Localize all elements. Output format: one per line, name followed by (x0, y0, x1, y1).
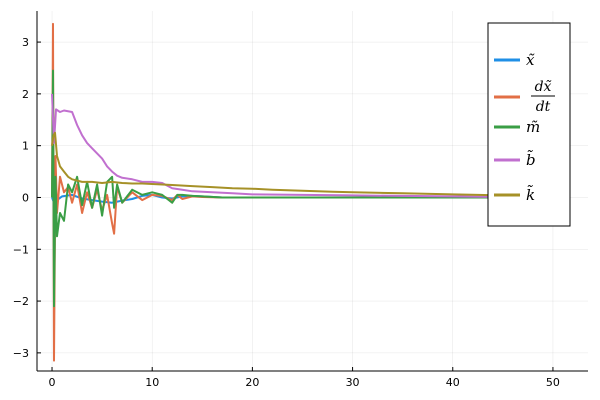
legend-label-1: dx̃ dt (531, 79, 555, 115)
tick-labels: 0 10 20 30 40 50 −3 −2 −1 0 1 2 3 (13, 36, 560, 389)
y-tick-label-2: −1 (13, 243, 29, 256)
legend: x̃dx̃ dt m̃ b̃ k̃ (487, 22, 571, 227)
y-tick-label-5: 2 (22, 88, 29, 101)
series-line-4 (51, 131, 569, 198)
legend-label-4: k̃ (526, 185, 535, 204)
y-tick-label-4: 1 (22, 140, 29, 153)
legend-label-3: b̃ (526, 150, 536, 169)
legend-box (487, 22, 571, 227)
x-tick-label-3: 30 (346, 376, 360, 389)
legend-label-numerator: dx̃ (535, 79, 552, 95)
legend-label-denominator: dt (536, 99, 551, 115)
y-tick-label-1: −2 (13, 295, 29, 308)
y-tick-label-6: 3 (22, 36, 29, 49)
legend-label-2: m̃ (526, 118, 540, 136)
x-tick-label-1: 10 (145, 376, 159, 389)
series-line-3 (51, 93, 569, 199)
x-tick-label-5: 50 (546, 376, 560, 389)
y-tick-label-3: 0 (22, 191, 29, 204)
series-line-2 (51, 69, 568, 308)
axes (36, 11, 588, 372)
x-tick-label-4: 40 (446, 376, 460, 389)
legend-label-0: x̃ (526, 51, 535, 69)
x-tick-label-0: 0 (49, 376, 56, 389)
x-tick-label-2: 20 (245, 376, 259, 389)
y-tick-label-0: −3 (13, 347, 29, 360)
plot-lines (51, 22, 569, 362)
